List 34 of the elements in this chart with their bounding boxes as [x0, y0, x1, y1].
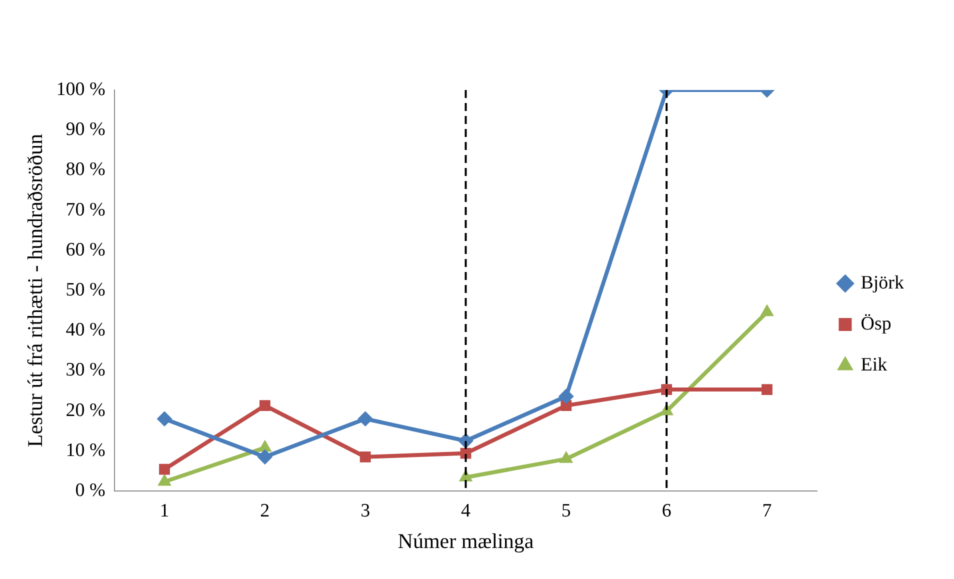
x-tick-label: 6 — [662, 500, 672, 522]
y-tick-label: 10 % — [66, 440, 106, 461]
y-tick-label: 60 % — [66, 239, 106, 260]
x-tick-label: 5 — [561, 500, 571, 522]
point — [259, 400, 270, 412]
point — [360, 451, 371, 462]
y-tick-label: 100 % — [56, 78, 106, 100]
legend-label: Ösp — [860, 313, 892, 334]
point — [558, 388, 574, 404]
x-axis-title: Númer mælinga — [398, 528, 534, 553]
x-tick-label: 1 — [160, 500, 170, 522]
point — [358, 411, 373, 426]
point — [258, 440, 272, 452]
y-tick-label: 0 % — [75, 480, 106, 501]
y-tick-label: 90 % — [66, 119, 106, 140]
point — [156, 411, 172, 426]
point — [762, 384, 772, 395]
y-axis-title: Lestur út frá rithætti - hundraðsröðun — [23, 133, 48, 448]
y-tick-label: 50 % — [66, 279, 106, 300]
y-tick-label: 80 % — [66, 159, 106, 180]
point — [158, 474, 172, 486]
legend-label: Eik — [860, 354, 888, 376]
x-tick-label: 4 — [461, 500, 471, 522]
y-tick-label: 70 % — [66, 199, 106, 220]
y-tick-label: 30 % — [66, 360, 106, 381]
y-tick-label: 40 % — [66, 320, 106, 341]
x-tick-label: 3 — [360, 500, 370, 522]
legend-label: Björk — [860, 272, 904, 294]
point — [159, 464, 170, 475]
point — [560, 451, 573, 463]
x-tick-label: 7 — [762, 500, 772, 522]
x-tick-label: 2 — [260, 500, 270, 522]
y-tick-label: 20 % — [66, 400, 106, 421]
point — [257, 449, 272, 464]
